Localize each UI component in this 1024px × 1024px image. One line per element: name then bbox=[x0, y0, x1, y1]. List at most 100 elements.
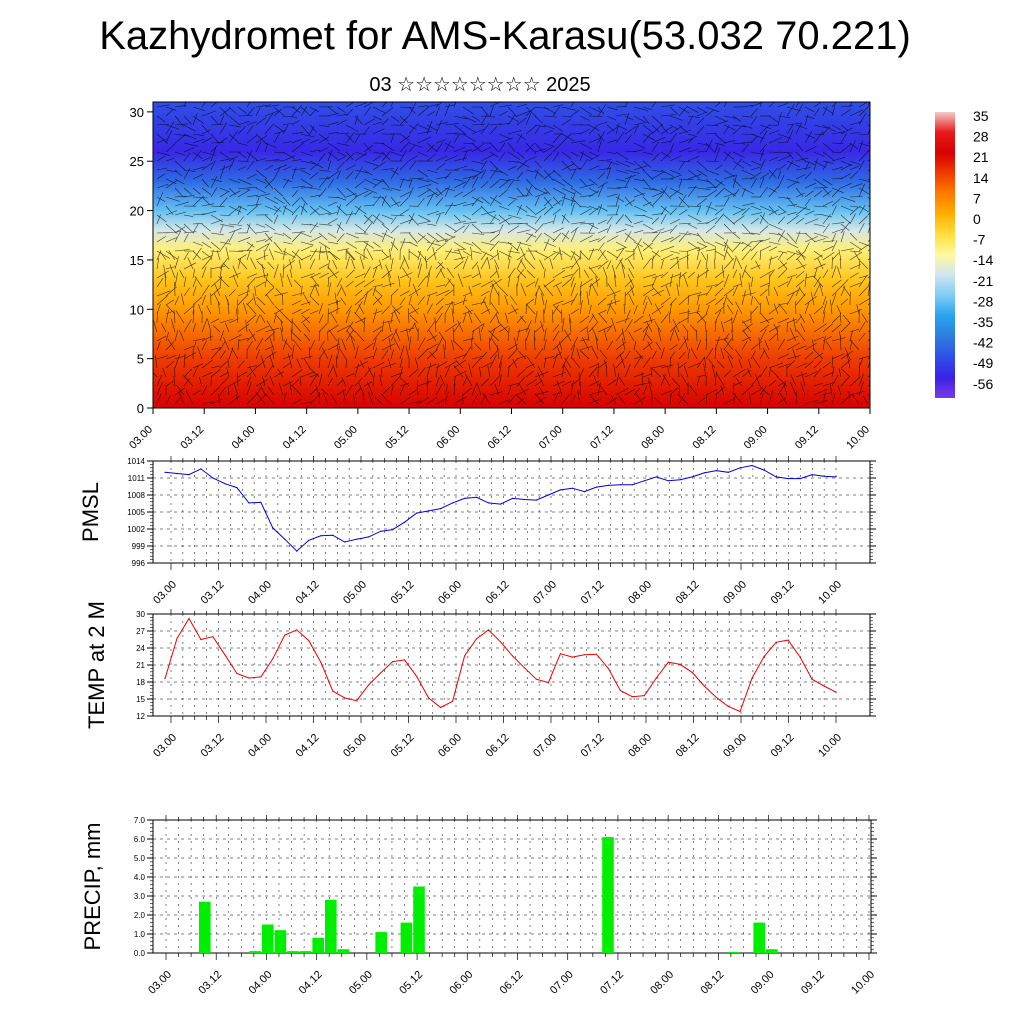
wind-vector bbox=[489, 123, 502, 126]
wind-vector bbox=[390, 151, 404, 157]
wind-vector bbox=[210, 102, 218, 108]
wind-vector bbox=[327, 131, 339, 135]
wind-vector bbox=[237, 258, 248, 270]
wind-vector bbox=[324, 245, 329, 261]
wind-vector bbox=[597, 228, 609, 234]
wind-vector bbox=[435, 363, 439, 378]
wind-vector bbox=[435, 187, 448, 198]
x-tick-label: 03.00 bbox=[146, 969, 174, 997]
wind-vector bbox=[732, 178, 742, 188]
wind-vector bbox=[660, 206, 667, 216]
wind-vector bbox=[786, 274, 798, 279]
wind-vector bbox=[561, 230, 570, 243]
wind-vector bbox=[541, 292, 545, 306]
wind-vector bbox=[336, 223, 344, 231]
wind-vector bbox=[534, 348, 544, 360]
wind-vector bbox=[768, 325, 781, 333]
wind-vector bbox=[381, 178, 390, 189]
wind-vector bbox=[156, 151, 171, 156]
wind-vector bbox=[443, 344, 446, 360]
wind-vector bbox=[282, 178, 293, 183]
wind-vector bbox=[174, 178, 185, 185]
wind-vector bbox=[174, 195, 187, 198]
wind-vector bbox=[462, 176, 472, 189]
wind-vector bbox=[435, 377, 440, 387]
wind-vector bbox=[336, 106, 346, 113]
wind-vector bbox=[156, 115, 166, 123]
wind-vector bbox=[635, 393, 644, 405]
wind-vector bbox=[633, 187, 645, 196]
wind-vector bbox=[660, 246, 675, 252]
wind-vector bbox=[165, 380, 174, 387]
wind-vector bbox=[201, 210, 217, 216]
x-tick-label: 05.12 bbox=[389, 579, 417, 607]
wind-vector bbox=[192, 138, 205, 144]
wind-vector bbox=[453, 124, 466, 135]
wind-vector bbox=[237, 189, 251, 198]
wind-vector bbox=[660, 259, 664, 270]
wind-vector bbox=[457, 320, 464, 333]
wind-vector bbox=[633, 106, 648, 111]
wind-vector bbox=[568, 313, 572, 324]
wind-vector bbox=[786, 359, 796, 369]
wind-vector bbox=[721, 264, 725, 279]
wind-vector bbox=[426, 144, 435, 153]
wind-vector bbox=[219, 224, 224, 234]
wind-vector bbox=[819, 282, 824, 297]
wind-vector bbox=[480, 290, 490, 297]
wind-vector bbox=[741, 202, 755, 207]
wind-vector bbox=[318, 246, 322, 261]
wind-vector bbox=[822, 214, 833, 218]
wind-vector bbox=[678, 194, 687, 207]
wind-vector bbox=[336, 204, 341, 216]
wind-vector bbox=[498, 374, 502, 387]
wind-vector bbox=[840, 223, 850, 231]
x-tick-label: 08.00 bbox=[626, 732, 654, 760]
wind-vector bbox=[543, 130, 553, 135]
wind-vector bbox=[381, 269, 392, 279]
wind-vector bbox=[444, 142, 455, 149]
wind-vector bbox=[750, 239, 762, 252]
wind-vector bbox=[426, 210, 440, 216]
wind-vector bbox=[408, 277, 411, 288]
wind-vector bbox=[282, 179, 290, 189]
wind-vector bbox=[291, 320, 302, 333]
wind-vector bbox=[556, 380, 563, 396]
wind-vector bbox=[759, 245, 772, 252]
y-tick-label: 15 bbox=[130, 253, 144, 268]
wind-vector bbox=[263, 249, 266, 261]
wind-vector bbox=[741, 369, 751, 378]
wind-vector bbox=[232, 265, 239, 279]
wind-vector bbox=[309, 149, 321, 153]
wind-vector bbox=[498, 216, 512, 225]
wind-vector bbox=[174, 296, 179, 306]
wind-vector bbox=[444, 391, 449, 405]
wind-vector bbox=[471, 232, 485, 235]
wind-vector bbox=[516, 355, 527, 360]
wind-vector bbox=[291, 168, 306, 171]
wind-vector bbox=[669, 344, 678, 351]
wind-vector bbox=[642, 357, 651, 369]
wind-vector bbox=[336, 161, 345, 171]
wind-vector bbox=[786, 289, 800, 297]
wind-vector bbox=[255, 178, 267, 184]
wind-vector bbox=[759, 250, 762, 261]
wind-vector bbox=[507, 308, 519, 315]
wind-vector bbox=[174, 353, 181, 369]
x-tick-label: 07.00 bbox=[537, 424, 565, 452]
wind-vector bbox=[570, 293, 578, 306]
wind-vector bbox=[840, 164, 852, 171]
wind-vector bbox=[444, 340, 447, 351]
wind-vector bbox=[246, 277, 256, 288]
wind-vector bbox=[192, 187, 201, 195]
data-point bbox=[523, 498, 526, 501]
wind-vector bbox=[768, 223, 783, 231]
wind-vector bbox=[516, 229, 531, 234]
wind-vector bbox=[606, 115, 617, 121]
wind-vector bbox=[579, 128, 591, 135]
wind-vector bbox=[768, 156, 778, 162]
wind-vector bbox=[407, 308, 410, 324]
wind-vector bbox=[246, 186, 258, 189]
wind-vector bbox=[399, 160, 409, 171]
wind-vector bbox=[830, 384, 833, 396]
